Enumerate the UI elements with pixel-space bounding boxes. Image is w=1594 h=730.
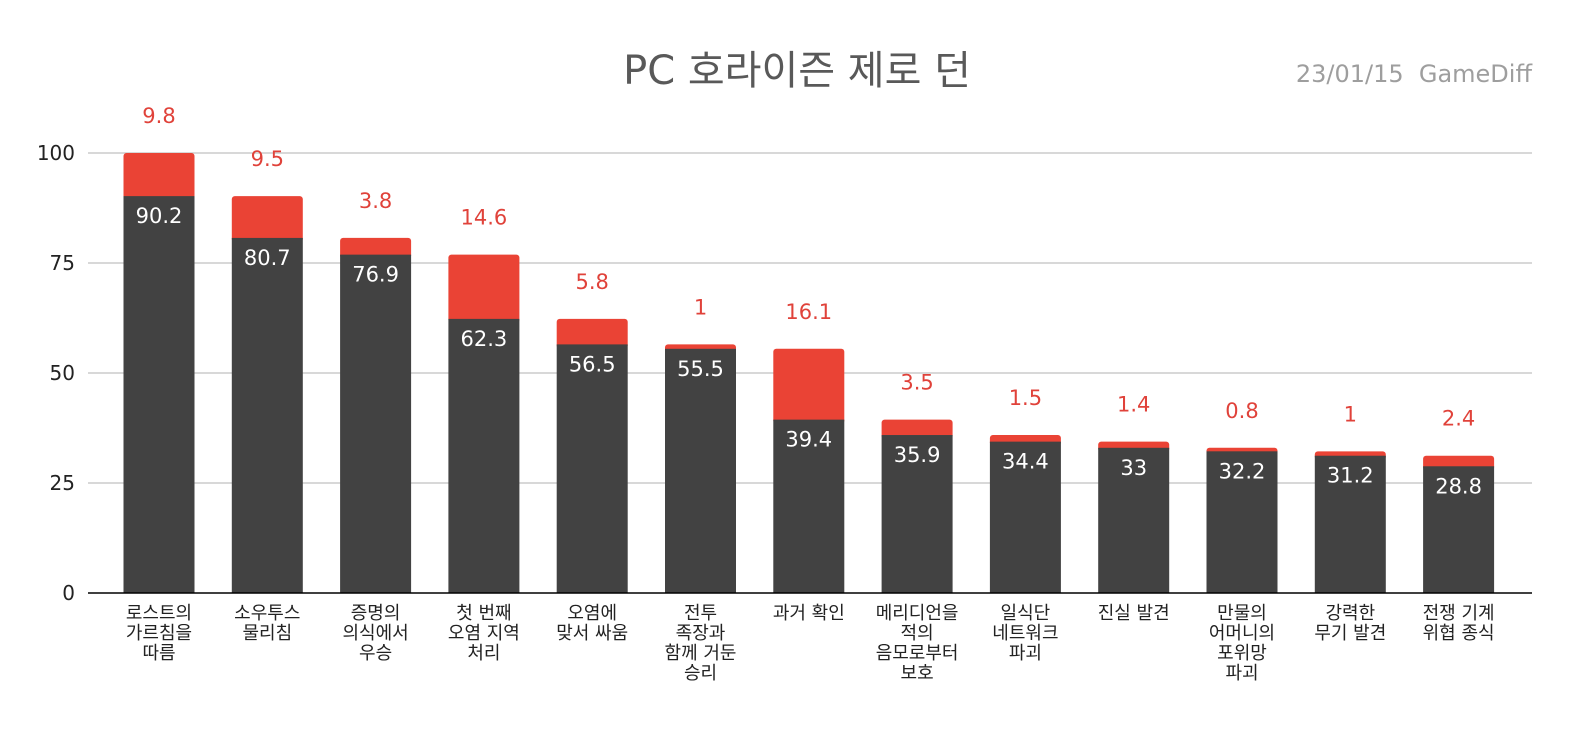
base-value-label: 55.5 — [677, 357, 724, 381]
x-category-label: 어머니의 — [1209, 623, 1275, 644]
x-category-label: 전투 — [684, 603, 717, 624]
x-category-label: 로스트의 — [126, 603, 192, 624]
top-value-label: 1 — [1344, 402, 1357, 426]
bar-segment-top — [123, 153, 195, 201]
x-category-label: 과거 확인 — [773, 603, 845, 624]
bar-segment-base — [989, 441, 1061, 593]
bar-segment-base — [448, 318, 520, 593]
base-value-label: 90.2 — [136, 204, 183, 228]
x-category-label: 증명의 — [351, 603, 401, 624]
top-value-label: 5.8 — [575, 270, 608, 294]
chart-subtitle: 23/01/15 GameDiff — [1295, 60, 1532, 88]
y-tick-label: 0 — [62, 581, 75, 605]
bar-segment-base — [340, 254, 412, 593]
base-value-label: 31.2 — [1327, 464, 1374, 488]
x-category-label: 메리디언을 — [876, 603, 959, 624]
x-category-label: 강력한 — [1325, 603, 1375, 624]
bar-segment-base — [1098, 447, 1170, 593]
x-category-label: 처리 — [467, 643, 500, 664]
top-value-label: 0.8 — [1225, 399, 1258, 423]
x-category-label: 오염 지역 — [448, 623, 520, 644]
bar-segment-base — [881, 435, 953, 593]
base-value-label: 33 — [1120, 456, 1147, 480]
top-value-label: 1.4 — [1117, 393, 1150, 417]
bar-segment-top — [231, 196, 303, 242]
x-category-label: 가르침을 — [126, 623, 192, 644]
bar-segment-base — [123, 196, 195, 593]
x-category-label: 물리침 — [242, 623, 292, 644]
x-category-label: 소우투스 — [234, 603, 300, 624]
x-category-label: 만물의 — [1217, 603, 1267, 624]
gridlines — [88, 152, 1532, 484]
base-value-label: 28.8 — [1435, 474, 1482, 498]
bar-segment-top — [556, 318, 628, 349]
x-category-label: 음모로부터 — [876, 643, 959, 664]
x-category-label: 적의 — [901, 623, 934, 644]
x-category-label: 포위망 — [1217, 643, 1267, 664]
x-category-label: 파괴 — [1009, 643, 1042, 664]
base-value-label: 32.2 — [1219, 459, 1266, 483]
x-category-label: 족장과 — [676, 623, 726, 644]
x-category-label: 맞서 싸움 — [556, 623, 628, 644]
base-value-label: 34.4 — [1002, 450, 1049, 474]
top-value-label: 9.5 — [251, 147, 284, 171]
y-tick-label: 50 — [50, 361, 75, 385]
top-value-label: 16.1 — [785, 300, 832, 324]
bar-segment-base — [231, 237, 303, 594]
x-category-label: 우승 — [359, 643, 392, 664]
top-value-label: 1 — [694, 295, 707, 319]
x-category-label: 의식에서 — [342, 623, 408, 644]
x-category-label: 오염에 — [567, 603, 617, 624]
top-value-label: 2.4 — [1442, 407, 1475, 431]
top-value-label: 3.5 — [900, 371, 933, 395]
x-category-label: 따름 — [142, 643, 175, 664]
bar-segment-base — [1314, 455, 1386, 593]
y-tick-label: 75 — [50, 251, 75, 275]
top-value-label: 9.8 — [142, 104, 175, 128]
bar-segment-base — [556, 344, 628, 593]
x-category-label: 보호 — [901, 663, 934, 684]
data-labels: 90.2 9.8 80.7 9.5 76.9 3.8 62.3 14.6 56.5 5.8 55.5… — [136, 104, 1482, 498]
base-value-label: 56.5 — [569, 352, 616, 376]
chart-title: PC 호라이즌 제로 던 — [623, 48, 971, 94]
base-value-label: 80.7 — [244, 246, 291, 270]
bar-segment-base — [1206, 451, 1278, 593]
x-category-label: 첫 번째 — [456, 603, 511, 624]
top-value-label: 3.8 — [359, 189, 392, 213]
x-category-label: 위협 종식 — [1423, 623, 1495, 644]
base-value-label: 35.9 — [894, 443, 941, 467]
x-category-label: 함께 거둔 — [665, 643, 737, 664]
bar-segment-top — [881, 419, 953, 440]
x-category-label: 네트워크 — [992, 623, 1058, 644]
bar-segment-base — [773, 419, 845, 593]
y-tick-label: 100 — [37, 141, 75, 165]
x-category-label: 전쟁 기계 — [1423, 603, 1495, 624]
base-value-label: 39.4 — [785, 428, 832, 452]
x-category-label: 승리 — [684, 663, 717, 684]
bar-segment-top — [340, 237, 412, 259]
bar-segment-top — [448, 254, 520, 323]
base-value-label: 62.3 — [461, 327, 508, 351]
x-category-label: 진실 발견 — [1098, 603, 1170, 624]
x-category-label: 무기 발견 — [1314, 623, 1386, 644]
x-category-label: 일식단 — [1001, 603, 1051, 624]
bars — [123, 153, 1495, 594]
bar-segment-top — [773, 348, 845, 424]
base-value-label: 76.9 — [352, 263, 399, 287]
x-category-label: 파괴 — [1225, 663, 1258, 684]
bar-segment-base — [665, 348, 736, 593]
y-tick-label: 25 — [50, 471, 75, 495]
top-value-label: 14.6 — [461, 206, 508, 230]
top-value-label: 1.5 — [1009, 386, 1042, 410]
bar-segment-base — [1423, 466, 1495, 593]
